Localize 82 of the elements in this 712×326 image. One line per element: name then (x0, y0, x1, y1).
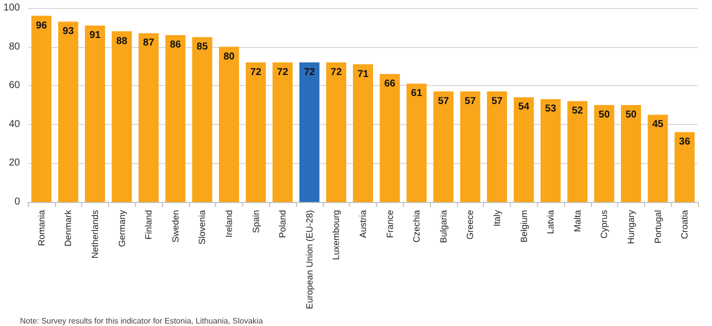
bar (192, 37, 212, 202)
data-label: 50 (598, 110, 610, 120)
bar (165, 35, 186, 202)
data-label: 54 (518, 102, 530, 113)
x-tick-label: Belgium (518, 210, 529, 243)
bar (406, 84, 427, 202)
x-tick-label: Austria (358, 210, 368, 238)
x-tick-label: Germany (116, 210, 127, 248)
bar (514, 97, 534, 202)
data-label: 72 (277, 66, 289, 78)
bar (648, 114, 668, 202)
y-tick-label: 80 (8, 41, 20, 52)
bar (31, 16, 52, 202)
data-label: 61 (411, 88, 423, 100)
x-tick-label: Hungary (626, 210, 636, 244)
x-tick-label: France (384, 210, 395, 238)
data-label: 53 (545, 104, 557, 115)
bar (674, 132, 695, 202)
text: Note: Survey results for this indicator for Estonia, Lithuania, Slovakia (20, 316, 264, 326)
bar (272, 62, 293, 202)
bar (567, 101, 588, 202)
x-tick-label: European Union (EU-28) (304, 210, 314, 310)
data-label: 87 (143, 38, 155, 49)
x-tick-label: Spain (250, 210, 261, 234)
data-label: 86 (170, 40, 182, 51)
y-tick-label: 60 (8, 80, 20, 92)
data-label: 57 (464, 96, 476, 107)
x-tick-label: Italy (492, 210, 502, 227)
data-label: 96 (36, 20, 48, 32)
data-label: 88 (116, 36, 128, 47)
data-label: 72 (304, 66, 316, 78)
data-label: 91 (89, 30, 101, 41)
x-tick-label: Croatia (680, 210, 690, 240)
x-tick-label: Luxembourg (331, 210, 342, 260)
bar (299, 62, 320, 202)
bar (594, 105, 614, 202)
bar (326, 62, 346, 202)
data-label: 52 (572, 106, 584, 117)
bar (112, 31, 132, 202)
data-label: 45 (652, 119, 664, 130)
data-label: 66 (384, 78, 396, 90)
bar (620, 105, 642, 202)
data-label: 80 (223, 51, 235, 62)
bar (138, 33, 159, 202)
bar (433, 91, 454, 202)
x-tick-label: Greece (465, 210, 476, 240)
bar (84, 25, 106, 202)
data-label: 93 (62, 26, 74, 38)
bar (218, 46, 240, 202)
data-label: 71 (357, 68, 369, 80)
x-tick-label: Malta (572, 210, 582, 232)
x-tick-label: Romania (36, 210, 46, 246)
data-label: 57 (438, 96, 450, 107)
y-tick-label: 100 (3, 2, 20, 14)
data-label: 50 (625, 110, 637, 120)
x-tick-label: Bulgaria (438, 210, 448, 244)
bar (58, 22, 78, 202)
x-tick-label: Cyprus (599, 210, 610, 239)
x-tick-label: Ireland (224, 210, 234, 238)
y-tick-label: 0 (14, 196, 20, 208)
x-tick-label: Portugal (652, 210, 663, 244)
data-label: 72 (330, 66, 342, 78)
x-tick-label: Slovenia (197, 210, 208, 245)
x-tick-label: Latvia (546, 210, 556, 234)
x-tick-label: Sweden (170, 210, 180, 243)
bar (540, 99, 561, 202)
data-label: 72 (250, 66, 262, 78)
x-tick-label: Denmark (63, 210, 74, 247)
bar (352, 64, 374, 202)
data-label: 57 (491, 96, 503, 107)
bar (380, 74, 400, 202)
data-label: 85 (196, 42, 208, 53)
y-tick-label: 40 (8, 118, 20, 130)
y-tick-label: 20 (8, 158, 20, 169)
x-tick-label: Czechia (412, 210, 422, 243)
bar (486, 91, 508, 202)
x-tick-label: Poland (278, 210, 288, 238)
bar (246, 62, 266, 202)
data-label: 36 (679, 136, 691, 148)
x-tick-label: Netherlands (90, 210, 100, 259)
x-tick-label: Finland (144, 210, 154, 240)
bar (460, 91, 480, 202)
